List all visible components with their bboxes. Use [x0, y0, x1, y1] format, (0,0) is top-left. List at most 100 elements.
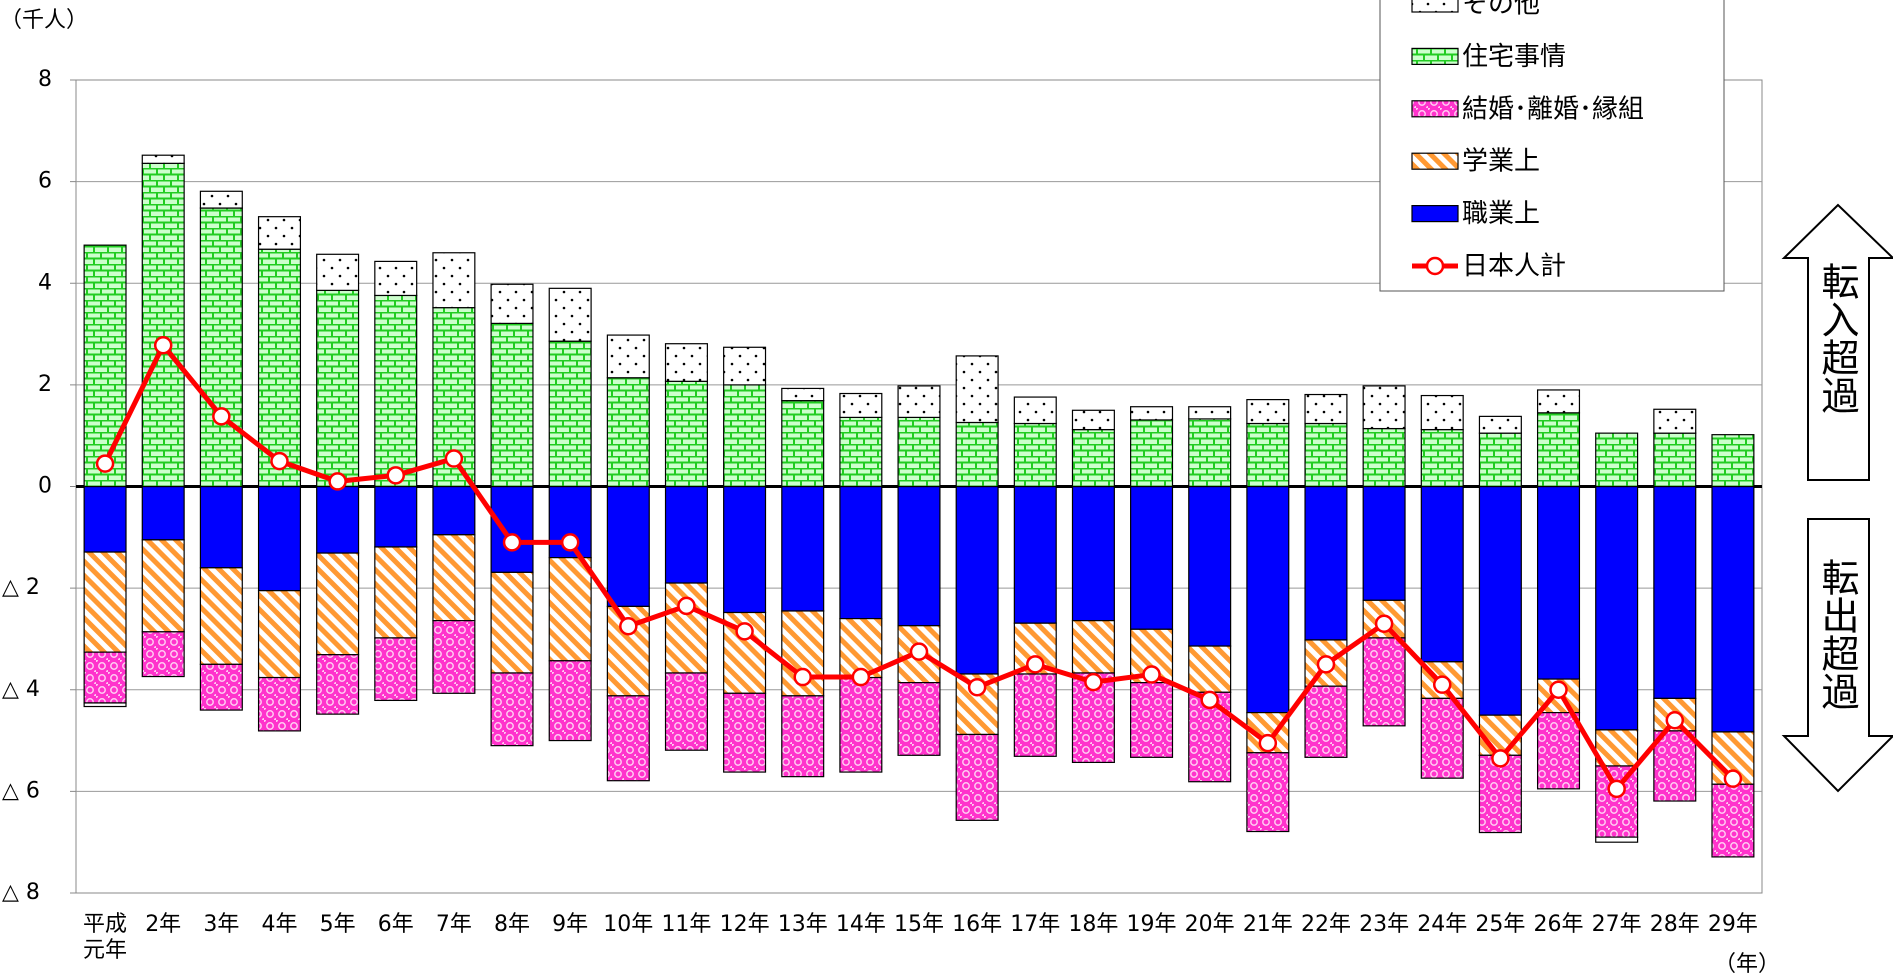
- bar-segment: [1246, 399, 1290, 425]
- bar-segment: [548, 557, 592, 662]
- bar-segment: [1653, 432, 1697, 488]
- bar-segment: [723, 485, 767, 614]
- bar-segment: [1071, 428, 1115, 488]
- bar-segment: [316, 654, 360, 715]
- bar-segment: [1711, 434, 1755, 488]
- bar-segment: [664, 343, 708, 382]
- bar-segment: [257, 590, 302, 679]
- x-tick-label: 21年: [1242, 912, 1293, 937]
- bar-segment: [490, 322, 534, 488]
- x-tick-label: 29年: [1707, 912, 1758, 937]
- x-tick-label: 13年: [777, 912, 828, 937]
- bar-segment: [432, 620, 476, 694]
- bar-segment: [1711, 783, 1755, 858]
- bar-segment: [1478, 485, 1522, 716]
- x-tick-label: 8年: [494, 912, 531, 937]
- bar-segment: [781, 387, 825, 402]
- annotation: 転出超過: [1815, 558, 1859, 710]
- x-tick-label: 9年: [552, 912, 589, 937]
- bar-segment: [83, 702, 127, 708]
- bar-segment: [897, 385, 941, 418]
- bar-segment: [1536, 485, 1581, 680]
- x-tick-label: 24年: [1417, 912, 1468, 937]
- bar-segment: [1420, 428, 1464, 488]
- bar-segment: [781, 485, 825, 612]
- bar-segment: [1071, 485, 1115, 622]
- bar-segment: [374, 294, 418, 488]
- bar-segment: [374, 260, 418, 297]
- y-tick-label: 0: [38, 474, 52, 499]
- bar-segment: [374, 546, 418, 639]
- x-tick-label: 14年: [835, 912, 886, 937]
- line-marker: [793, 667, 812, 687]
- line-marker: [328, 472, 347, 491]
- legend-key: [1411, 100, 1459, 118]
- line-marker: [1084, 672, 1103, 692]
- bar-segment: [1362, 385, 1406, 430]
- y-tick-label: △ 8: [2, 880, 40, 905]
- bar-segment: [723, 346, 767, 386]
- line-marker: [1316, 655, 1336, 674]
- bar-segment: [83, 244, 127, 488]
- bar-segment: [1013, 485, 1057, 624]
- legend-key: [1411, 47, 1459, 66]
- x-tick-label: 18年: [1068, 912, 1119, 937]
- line-marker: [1549, 680, 1568, 699]
- line-marker: [386, 466, 406, 485]
- bar-segment: [316, 552, 360, 656]
- x-tick-label: 27年: [1591, 912, 1642, 937]
- line-marker: [851, 667, 871, 687]
- y-tick-label: 4: [38, 270, 52, 295]
- legend-label: 学業上: [1462, 147, 1540, 177]
- arrow-down: [1781, 518, 1893, 793]
- x-tick-label: 15年: [893, 912, 944, 937]
- line-marker: [270, 451, 289, 471]
- legend-label: 日本人計: [1462, 252, 1566, 282]
- bar-segment: [1478, 432, 1522, 488]
- x-tick-label: 12年: [719, 912, 770, 937]
- bar-segment: [781, 695, 825, 778]
- legend-label: 結婚･離婚･縁組: [1462, 94, 1644, 124]
- bar-segment: [664, 380, 708, 488]
- y-tick-label: 2: [38, 372, 52, 397]
- bar-segment: [257, 676, 302, 732]
- bar-segment: [1188, 406, 1232, 420]
- line-marker: [1200, 690, 1219, 710]
- bar-segment: [432, 534, 476, 622]
- line-marker: [677, 596, 696, 616]
- bar-segment: [955, 733, 999, 821]
- line-marker: [444, 449, 464, 468]
- bar-segment: [723, 384, 767, 488]
- bar-segment: [199, 190, 243, 209]
- bar-segment: [1188, 485, 1232, 647]
- bar-segment: [1653, 485, 1697, 699]
- bar-segment: [1304, 422, 1348, 488]
- bar-segment: [1013, 622, 1057, 675]
- x-tick-label: 10年: [603, 912, 654, 937]
- y-tick-label: △ 6: [2, 778, 40, 803]
- line-marker: [502, 533, 522, 552]
- bar-segment: [897, 485, 941, 627]
- bar-segment: [1536, 412, 1581, 488]
- bar-segment: [199, 207, 243, 488]
- bar-segment: [839, 416, 883, 488]
- line-marker: [1258, 733, 1278, 753]
- bar-segment: [1304, 485, 1348, 641]
- y-tick-label: △ 2: [2, 575, 40, 600]
- bar-segment: [199, 567, 243, 665]
- bar-segment: [1071, 409, 1115, 431]
- bar-segment: [1478, 415, 1522, 434]
- bar-segment: [1304, 393, 1348, 425]
- line-marker: [1432, 675, 1452, 694]
- x-tick-label: 26年: [1533, 912, 1584, 937]
- bar-segment: [1246, 422, 1290, 488]
- line-marker: [560, 533, 580, 552]
- bar-segment: [1595, 836, 1639, 843]
- bar-segment: [1711, 485, 1755, 733]
- bar-segment: [1130, 682, 1174, 758]
- bar-segment: [432, 485, 476, 536]
- bar-segment: [1130, 485, 1174, 630]
- bar-segment: [257, 216, 302, 250]
- x-tick-label: 19年: [1126, 912, 1177, 937]
- arrow-up: [1781, 203, 1893, 481]
